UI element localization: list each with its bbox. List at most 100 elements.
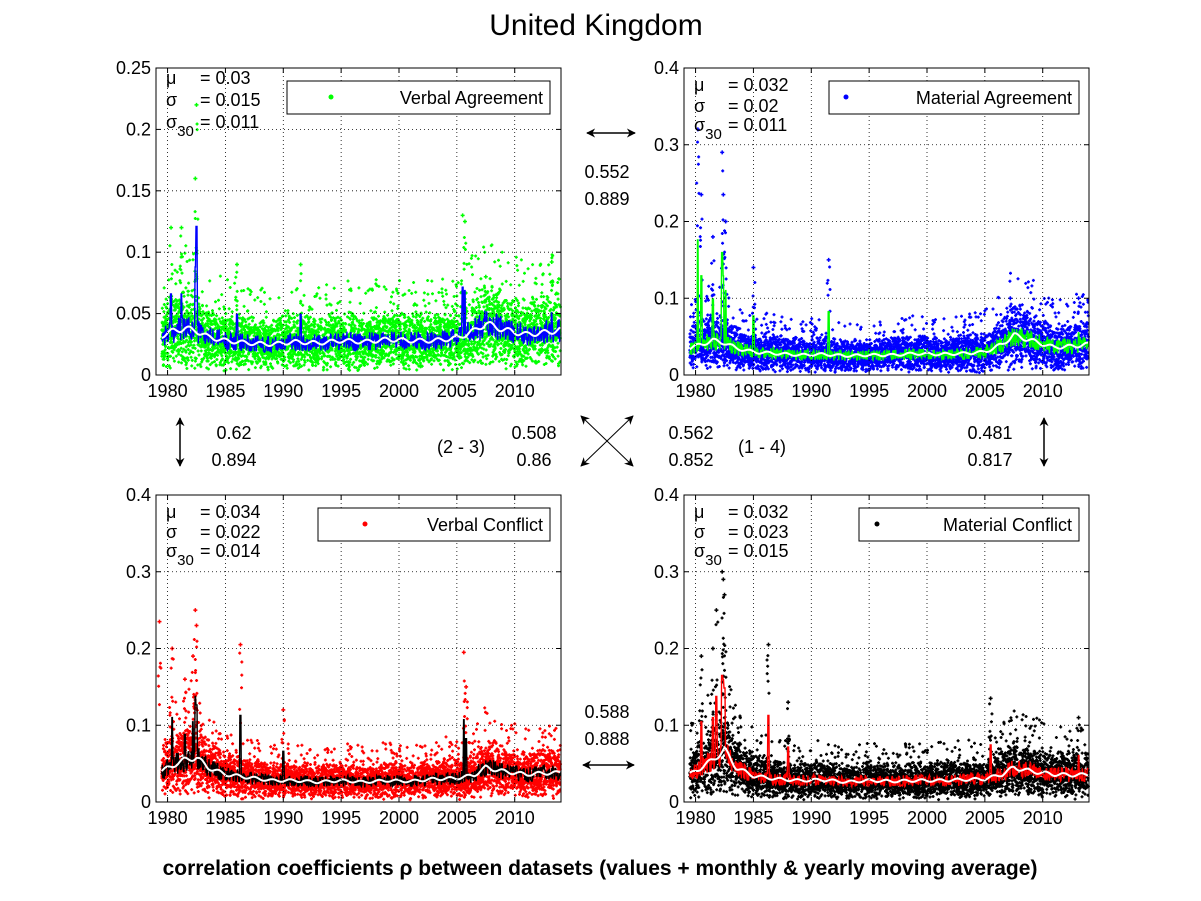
- scatter-point: [195, 679, 199, 683]
- axis-ticks: 1980 1985 1990 1995 2000 2005 2010 0 0.1 0.2 0.3 0.…: [126, 485, 561, 828]
- x-tick-label: 2005: [965, 381, 1005, 401]
- stat-mu-value: = 0.032: [728, 502, 789, 522]
- scatter-point: [170, 695, 174, 699]
- arrow-diagonal-2: [580, 415, 634, 467]
- corr-value: 0.552: [584, 162, 629, 182]
- scatter-point: [720, 232, 724, 236]
- scatter-point: [460, 279, 464, 283]
- scatter-point: [192, 692, 196, 696]
- correlation-right: 0.481 0.817: [967, 417, 1049, 470]
- scatter-cluster: [751, 311, 818, 374]
- stat-sigma-value: = 0.02: [728, 96, 779, 116]
- scatter-point: [193, 658, 197, 662]
- panel-material-agreement: 1980 1985 1990 1995 2000 2005 2010 0 0.1 0.2 0.3 0.…: [654, 58, 1090, 401]
- scatter-point: [169, 666, 173, 670]
- stat-sigma30-symbol: σ30: [694, 541, 722, 569]
- scatter-point: [240, 660, 244, 664]
- scatter-point: [462, 679, 466, 683]
- stat-mu-value: = 0.032: [728, 75, 789, 95]
- scatter-cluster: [413, 254, 481, 372]
- scatter-point: [715, 683, 719, 687]
- monthly-average: [689, 674, 1089, 790]
- scatter-point: [753, 281, 757, 285]
- scatter-point: [698, 683, 702, 687]
- scatter-point: [700, 702, 704, 706]
- stat-mu-value: = 0.034: [200, 502, 261, 522]
- scatter-point: [751, 294, 755, 298]
- diag-1-4-smoothed: 0.852: [668, 450, 713, 470]
- y-tick-label: 0.05: [116, 304, 151, 324]
- scatter-point: [1008, 328, 1012, 332]
- stat-sigma-symbol: σ: [166, 90, 177, 110]
- scatter-point: [550, 284, 554, 288]
- scatter-point: [180, 252, 184, 256]
- scatter-point: [721, 169, 725, 173]
- scatter-point: [1078, 327, 1082, 331]
- scatter-point: [464, 684, 469, 689]
- stat-mu-value: = 0.03: [200, 68, 251, 88]
- scatter-point: [711, 688, 715, 692]
- scatter-cluster: [287, 279, 354, 372]
- scatter-cluster: [413, 722, 481, 801]
- scatter-cluster: [477, 243, 544, 371]
- scatter-cluster: [1068, 292, 1090, 370]
- x-tick-label: 2010: [1023, 808, 1063, 828]
- scatter-point: [714, 608, 719, 613]
- scatter-point: [766, 664, 770, 668]
- y-tick-label: 0.1: [126, 242, 151, 262]
- scatter-point: [721, 241, 725, 245]
- scatter-point: [464, 241, 468, 245]
- scatter-point: [549, 260, 554, 265]
- scatter-point: [722, 592, 727, 597]
- scatter-point: [990, 712, 994, 716]
- scatter-cluster: [751, 733, 818, 802]
- legend-marker: [362, 521, 368, 527]
- x-tick-label: 2000: [379, 381, 419, 401]
- scatter-point: [180, 271, 184, 275]
- stat-mu-symbol: μ: [694, 502, 704, 522]
- scatter-point: [299, 272, 303, 276]
- scatter-point: [1077, 304, 1081, 308]
- scatter-point: [715, 678, 719, 682]
- scatter-point: [695, 181, 699, 185]
- scatter-point: [721, 636, 725, 640]
- legend-label: Verbal Agreement: [400, 88, 543, 108]
- scatter-point: [695, 127, 700, 132]
- yearly-average-line: [161, 320, 561, 347]
- scatter-point: [826, 293, 830, 297]
- yearly-average: [689, 745, 1089, 784]
- diag-2-3-label: (2 - 3): [437, 437, 485, 457]
- scatter-point: [157, 703, 161, 707]
- scatter-point: [193, 216, 197, 220]
- scatter-point: [698, 235, 702, 239]
- scatter-point: [720, 616, 724, 620]
- scatter-point: [238, 651, 242, 655]
- stat-sigma30-symbol: σ30: [166, 541, 194, 569]
- scatter-point: [723, 229, 727, 233]
- scatter-point: [699, 676, 703, 680]
- y-tick-label: 0: [141, 365, 151, 385]
- scatter-point: [698, 245, 702, 249]
- y-tick-label: 0.1: [654, 288, 679, 308]
- scatter-point: [1076, 296, 1081, 301]
- scatter-point: [710, 261, 714, 265]
- scatter-point: [989, 720, 993, 724]
- scatter-cluster: [1005, 271, 1072, 372]
- x-tick-label: 1995: [849, 381, 889, 401]
- stat-sigma30-value: = 0.015: [728, 541, 789, 561]
- scatter-point: [234, 295, 238, 299]
- corr-value: 0.588: [584, 702, 629, 722]
- scatter-point: [281, 741, 285, 745]
- scatter-point: [460, 213, 465, 218]
- scatter-point: [463, 698, 467, 702]
- scatter-point: [170, 272, 174, 276]
- stat-sigma30-symbol: σ30: [694, 115, 722, 143]
- scatter-cluster: [540, 724, 562, 800]
- scatter-point: [723, 255, 727, 259]
- x-tick-label: 1985: [205, 381, 245, 401]
- scatter-cluster: [815, 739, 882, 801]
- scatter-point: [192, 637, 196, 641]
- scatter-point: [179, 225, 184, 230]
- scatter-point: [724, 277, 728, 281]
- scatter-point: [182, 707, 186, 711]
